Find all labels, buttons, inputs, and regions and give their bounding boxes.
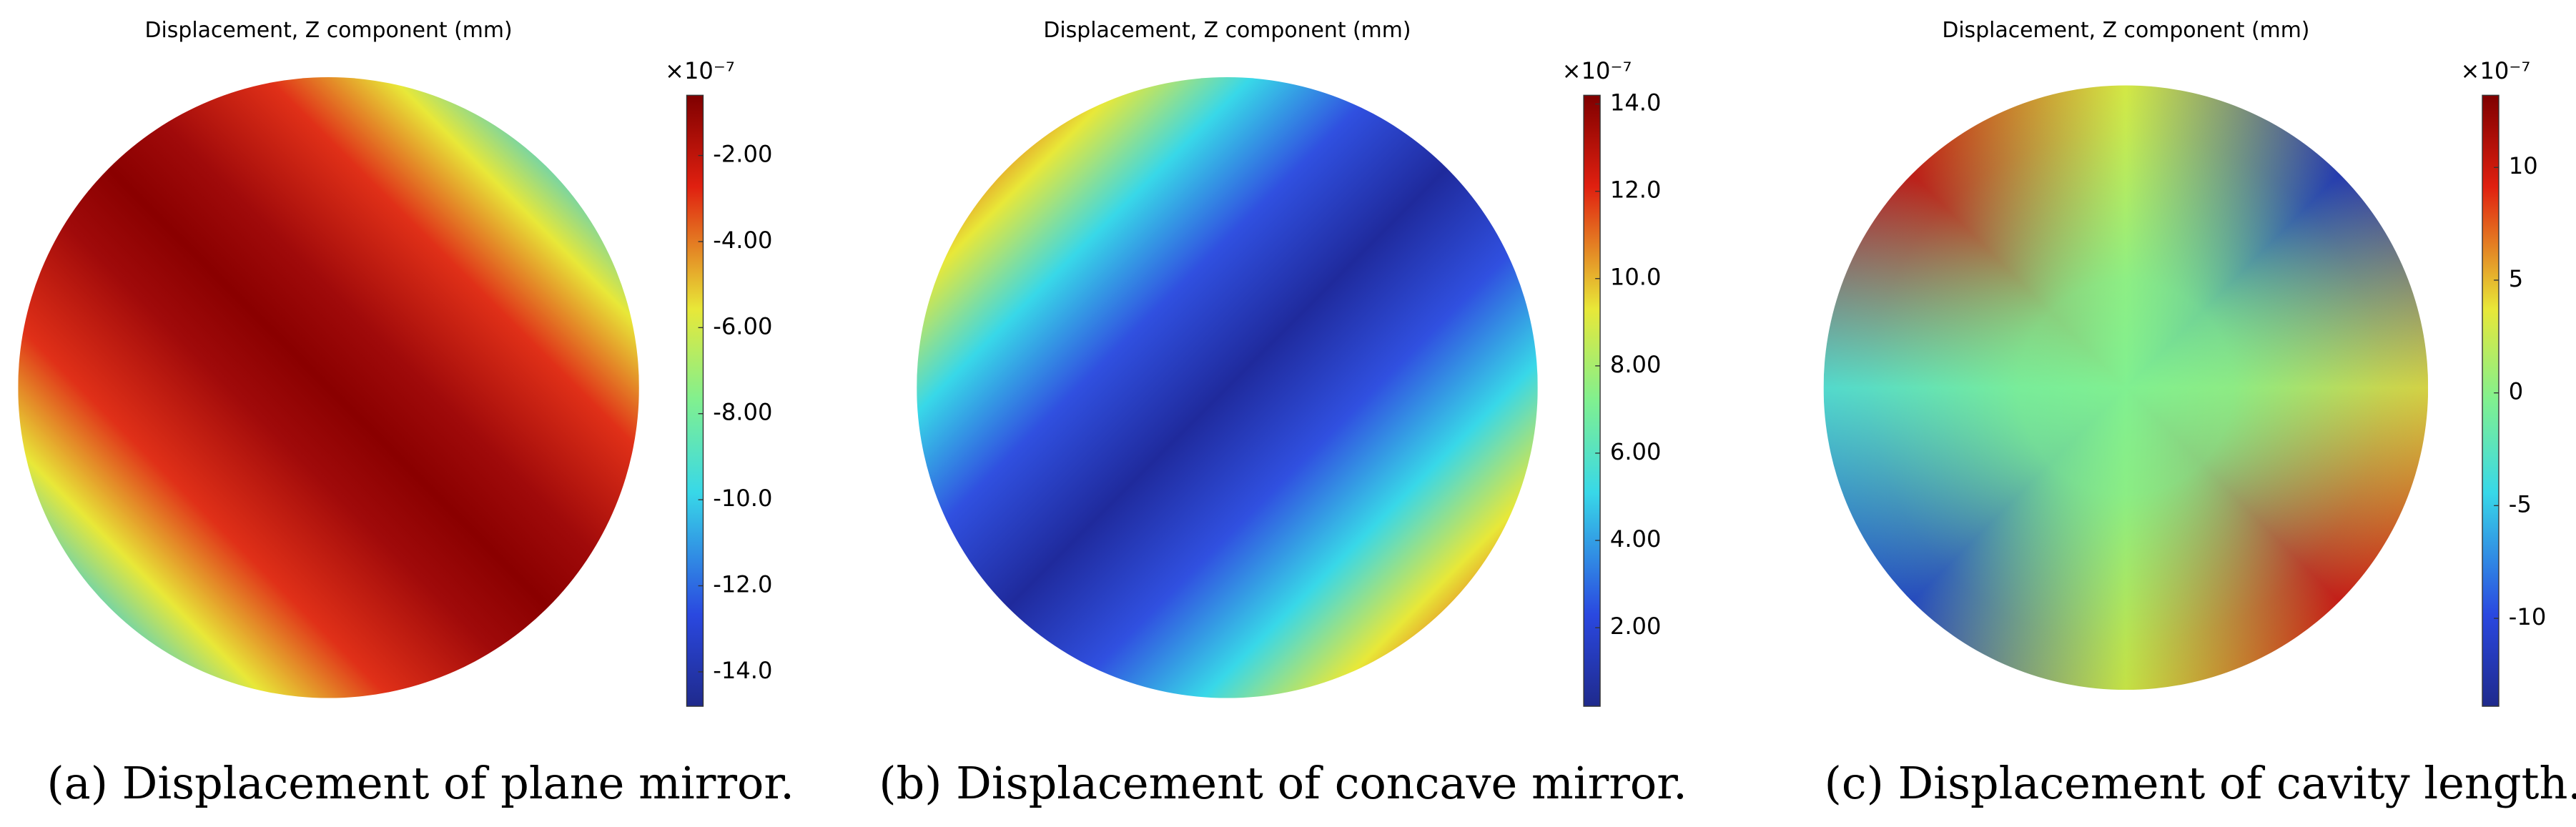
colorbar-tick-label: 14.0 [1610, 89, 1662, 117]
displacement-field [917, 77, 1538, 698]
caption: (b) Displacement of concave mirror. [879, 757, 1687, 809]
colorbar [686, 94, 704, 707]
displacement-field [18, 77, 639, 698]
field [1823, 85, 2429, 690]
field [917, 77, 1538, 698]
colorbar-tick-label: -8.00 [713, 399, 772, 426]
colorbar-tick-label: 6.00 [1610, 438, 1662, 465]
colorbar [2482, 94, 2499, 707]
colorbar-tick-label: -6.00 [713, 312, 772, 340]
colorbar-tick-label: -5 [2509, 490, 2532, 518]
colorbar-exponent: ×10⁻⁷ [2461, 57, 2531, 84]
plot-title: Displacement, Z component (mm) [1942, 18, 2309, 43]
colorbar-exponent: ×10⁻⁷ [1562, 57, 1632, 84]
colorbar-tick-label: 8.00 [1610, 351, 1662, 378]
plot-title: Displacement, Z component (mm) [1043, 18, 1411, 43]
colorbar [1583, 94, 1601, 707]
colorbar-tick-label: 12.0 [1610, 177, 1662, 204]
colorbar-tick-label: 4.00 [1610, 525, 1662, 553]
colorbar-tick-label: -10 [2509, 603, 2547, 630]
colorbar-tick-label: -4.00 [713, 227, 772, 254]
displacement-field [1823, 85, 2429, 690]
plot-title: Displacement, Z component (mm) [145, 18, 513, 43]
colorbar-tick-label: 2.00 [1610, 613, 1662, 640]
colorbar-tick-label: 10.0 [1610, 264, 1662, 291]
colorbar-tick-label: -12.0 [713, 571, 772, 598]
colorbar-tick-label: 0 [2509, 378, 2523, 405]
field [18, 77, 639, 698]
colorbar-tick-label: 5 [2509, 265, 2523, 292]
caption: (c) Displacement of cavity length. [1825, 757, 2576, 809]
caption: (a) Displacement of plane mirror. [47, 757, 794, 809]
colorbar-tick-label: -10.0 [713, 485, 772, 512]
colorbar-tick-label: -2.00 [713, 141, 772, 168]
colorbar-tick-label: 10 [2509, 152, 2538, 179]
colorbar-tick-label: -14.0 [713, 657, 772, 684]
colorbar-exponent: ×10⁻⁷ [665, 57, 735, 84]
